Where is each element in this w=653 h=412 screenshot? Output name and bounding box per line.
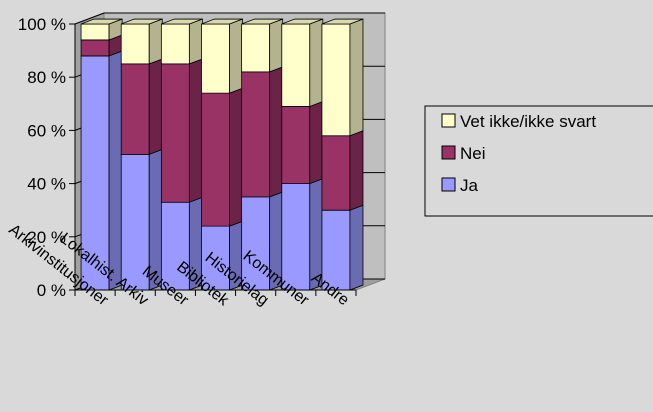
bar-segment [241, 71, 271, 198]
bar-top [321, 18, 364, 25]
y-tick-label: 20 % [27, 228, 66, 247]
bar-segment-side [188, 18, 203, 65]
bar-segment [80, 23, 110, 41]
y-tick-label: 80 % [27, 68, 66, 87]
bar-segment-side [349, 130, 364, 211]
y-tick-label: 0 % [37, 281, 66, 300]
bar-group [241, 18, 284, 291]
bar-segment-side [229, 87, 243, 227]
bar-top [241, 18, 283, 25]
bar-segment-side [349, 18, 364, 137]
y-tick-label: 60 % [27, 121, 66, 140]
bar-group [201, 18, 243, 291]
y-tick-label: 40 % [27, 175, 66, 194]
bar-segment-side [148, 58, 163, 155]
bar-segment-side [229, 18, 243, 94]
bar-segment-side [309, 100, 324, 185]
bar-top [121, 18, 163, 25]
bar-segment [120, 23, 150, 65]
bar-group [281, 18, 324, 291]
bar-segment [281, 183, 311, 291]
legend-swatch [441, 145, 456, 160]
bar-segment [281, 106, 311, 185]
bar-segment [281, 23, 311, 107]
bar-segment-side [309, 18, 324, 108]
bar-segment [160, 63, 190, 203]
bar-segment-side [108, 50, 123, 291]
bar-segment-side [148, 18, 163, 65]
bar-segment [321, 135, 351, 211]
bar-segment-side [188, 58, 203, 203]
bar-segment [201, 92, 230, 227]
bar-segment-side [349, 204, 364, 291]
bar-segment [201, 23, 230, 94]
legend-label: Nei [460, 144, 486, 163]
legend-label: Vet ikke/ikke svart [460, 112, 596, 131]
bar-segment-side [269, 66, 284, 198]
legend: Vet ikke/ikke svart Nei Ja [424, 105, 653, 217]
legend-box [424, 105, 653, 217]
bar-group [321, 18, 364, 291]
bar-top [161, 18, 203, 25]
bar-segment [120, 63, 150, 155]
bar-segment [241, 23, 271, 73]
y-tick-label: 100 % [18, 15, 66, 34]
bar-segment [321, 23, 351, 137]
legend-label: Ja [460, 176, 479, 195]
bar-group [120, 18, 163, 291]
bar-segment [160, 23, 190, 65]
legend-swatch [441, 177, 456, 192]
bar-top [201, 18, 243, 25]
bar-group [160, 18, 203, 291]
bar-segment [80, 39, 110, 57]
bar-top [281, 18, 323, 25]
gridline [74, 12, 385, 25]
bar-top [80, 18, 123, 25]
legend-swatch [441, 113, 456, 128]
bar-segment-side [269, 18, 284, 73]
